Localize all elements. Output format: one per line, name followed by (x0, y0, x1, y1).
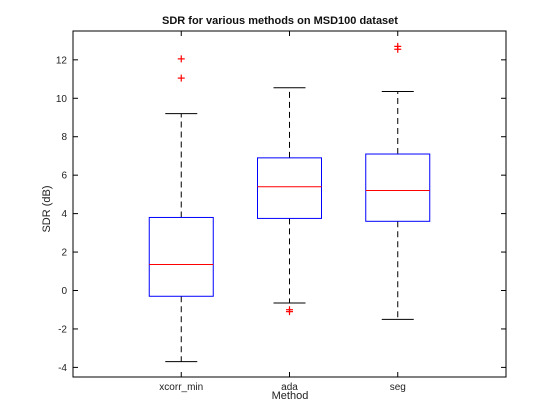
plot-area: -4 -2 0 2 4 6 8 10 12 xcorr_min ada seg (56, 30, 507, 393)
y-tick-label: -4 (58, 363, 67, 374)
chart-title: SDR for various methods on MSD100 datase… (162, 15, 398, 27)
outlier-point (177, 55, 185, 63)
box-iqr (365, 153, 431, 222)
axes-frame (72, 30, 507, 378)
y-tick-label: 0 (61, 286, 67, 297)
box-iqr (257, 157, 322, 219)
y-tick-label: 4 (61, 209, 67, 220)
y-tick-label: 6 (61, 171, 67, 182)
x-tick-label: xcorr_min (159, 382, 203, 393)
y-tick-label: -2 (58, 324, 67, 335)
y-axis-label: SDR (dB) (41, 185, 53, 232)
outlier-point (394, 42, 402, 50)
outlier-point (177, 74, 185, 82)
x-axis-label: Method (272, 390, 309, 402)
outlier-point (286, 308, 293, 316)
x-tick-label: ada (281, 382, 298, 393)
y-tick-label: 10 (56, 94, 68, 105)
y-tick-label: 8 (61, 132, 67, 143)
x-tick-label: seg (390, 382, 406, 393)
box-iqr (148, 216, 214, 297)
y-tick-label: 12 (56, 55, 68, 66)
y-tick-label: 2 (61, 248, 67, 259)
